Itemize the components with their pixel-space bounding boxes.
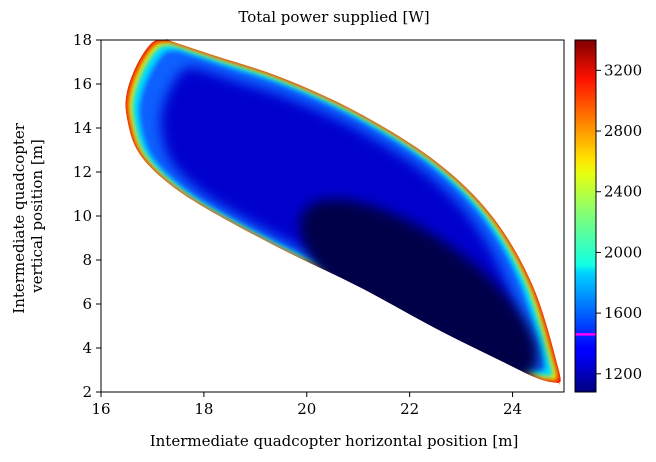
y-tick-label: 12 bbox=[73, 163, 92, 181]
y-tick-label: 4 bbox=[82, 339, 92, 357]
heatmap-region bbox=[125, 38, 561, 385]
colorbar-tick-label: 1600 bbox=[604, 304, 642, 322]
y-tick-label: 14 bbox=[73, 119, 92, 137]
colorbar-tick-label: 1200 bbox=[604, 365, 642, 383]
colorbar-fill bbox=[575, 40, 596, 392]
colorbar-tick-label: 2400 bbox=[604, 183, 642, 201]
y-axis-label-line-1: Intermediate quadcopter bbox=[10, 122, 28, 314]
y-tick-label: 2 bbox=[82, 383, 92, 401]
y-tick-label: 16 bbox=[73, 75, 92, 93]
x-axis-label: Intermediate quadcopter horizontal posit… bbox=[150, 432, 519, 450]
x-tick-label: 24 bbox=[503, 400, 522, 418]
colorbar-tick-label: 2000 bbox=[604, 243, 642, 261]
y-axis-label: Intermediate quadcopter vertical positio… bbox=[10, 118, 46, 313]
y-axis-label-line-2: vertical position [m] bbox=[28, 139, 46, 294]
x-tick-label: 22 bbox=[400, 400, 419, 418]
y-tick-label: 10 bbox=[73, 207, 92, 225]
colorbar-ticks: 1200 1600 2000 2400 2800 3200 bbox=[596, 61, 642, 383]
colorbar: 1200 1600 2000 2400 2800 3200 bbox=[574, 39, 642, 393]
x-tick-label: 20 bbox=[297, 400, 316, 418]
x-axis-ticks: 16 18 20 22 24 bbox=[91, 392, 522, 418]
y-axis-ticks: 2 4 6 8 10 12 14 16 18 bbox=[73, 31, 101, 401]
colorbar-frame bbox=[574, 39, 597, 393]
colorbar-tick-label: 3200 bbox=[604, 61, 642, 79]
region-fill-minimum bbox=[300, 199, 538, 384]
chart-title: Total power supplied [W] bbox=[238, 8, 429, 26]
y-tick-label: 8 bbox=[82, 251, 92, 269]
colorbar-tick-label: 2800 bbox=[604, 122, 642, 140]
y-tick-label: 6 bbox=[82, 295, 92, 313]
x-tick-label: 18 bbox=[194, 400, 213, 418]
x-tick-label: 16 bbox=[91, 400, 110, 418]
y-tick-label: 18 bbox=[73, 31, 92, 49]
